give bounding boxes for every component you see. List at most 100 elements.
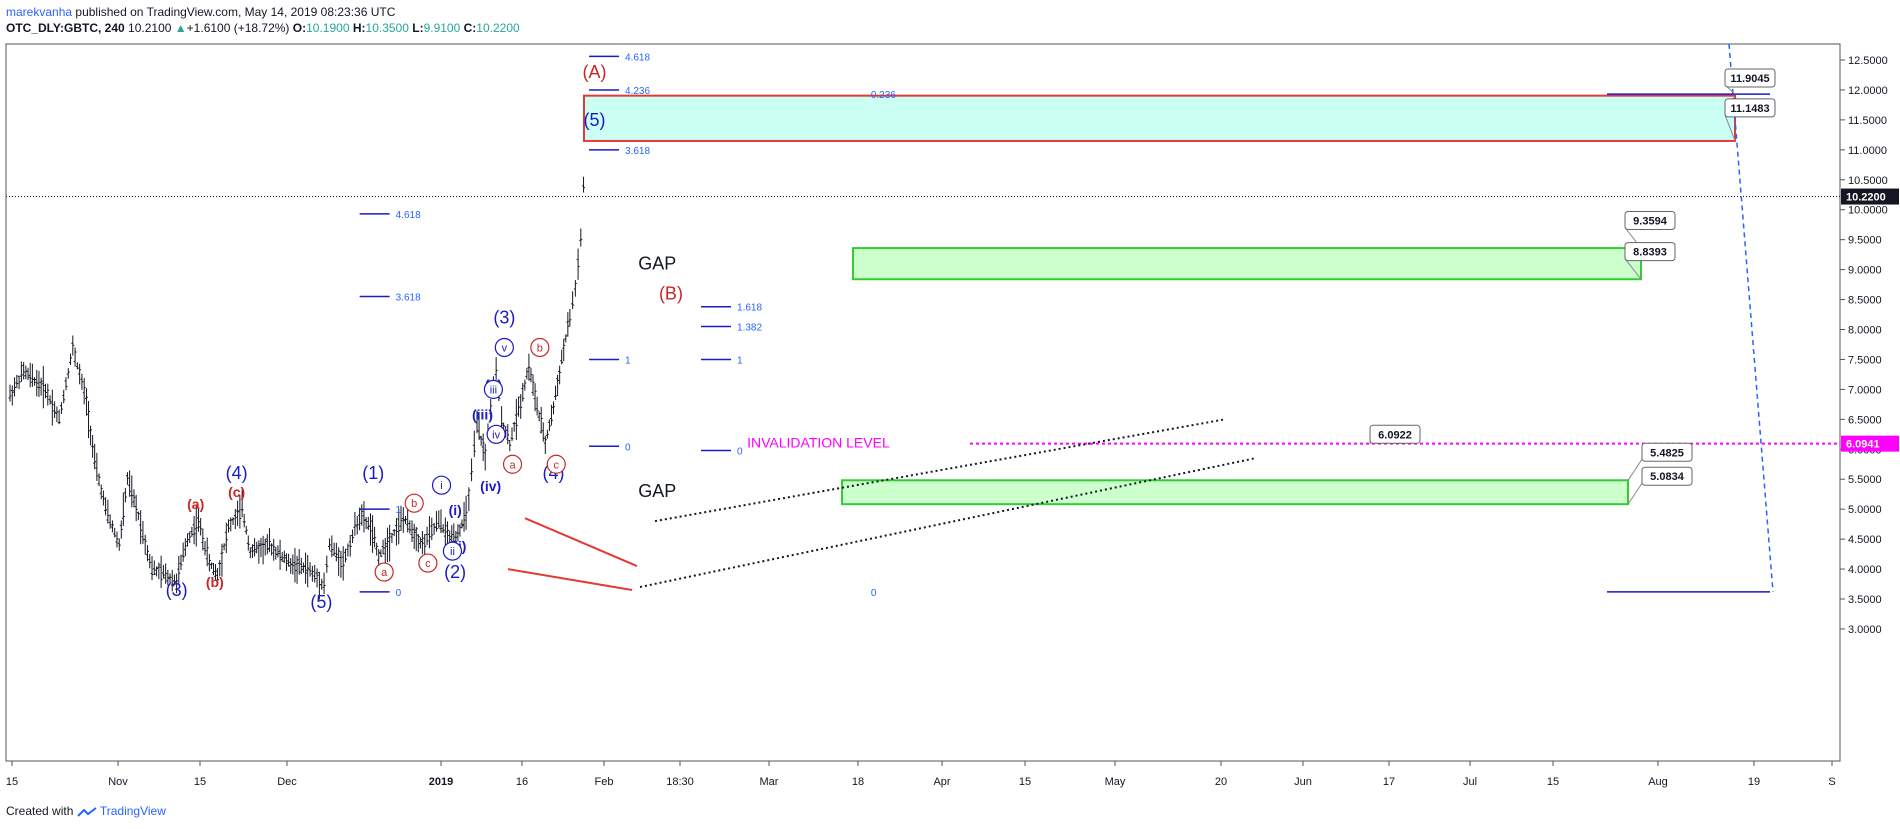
callout-pointer (1627, 482, 1643, 505)
time-tick-label: Aug (1648, 776, 1668, 788)
symbol-label[interactable]: OTC_DLY:GBTC, 240 (6, 21, 125, 35)
fib-level-label: 0 (396, 588, 402, 599)
invalidation-price-tag: 6.0941 (1846, 439, 1880, 451)
price-tick-label: 5.0000 (1848, 504, 1882, 516)
wave-circle (486, 424, 506, 444)
time-tick-label: May (1105, 776, 1126, 788)
wave-label: (1) (362, 463, 384, 483)
time-tick-label: Apr (933, 776, 950, 788)
callout-box (1624, 242, 1676, 262)
price-tick-label: 10.0000 (1848, 205, 1888, 217)
plot-frame (5, 43, 1841, 762)
wave-label: (iv) (480, 478, 501, 494)
price-tick-label: 9.5000 (1848, 235, 1882, 247)
gap-label: GAP (638, 481, 676, 501)
fib-level-label: 0 (871, 588, 877, 599)
low-value: 9.9100 (423, 21, 461, 35)
wave-label: (A) (582, 62, 606, 82)
wave-circle (418, 553, 438, 573)
time-tick-label: 18:30 (666, 776, 694, 788)
callout-pointer (1624, 258, 1642, 280)
wave-label: (3) (493, 308, 515, 328)
author-link[interactable]: marekvanha (6, 5, 73, 19)
projection-line (1728, 43, 1774, 592)
price-tick-label: 10.5000 (1848, 175, 1888, 187)
wave-circle (374, 562, 394, 582)
wave-label: (4) (226, 463, 248, 483)
wave-circle (404, 493, 424, 513)
callout-box (1641, 466, 1693, 486)
gap-label: GAP (638, 254, 676, 274)
fib-level-label: 0.236 (871, 90, 896, 101)
callout-box (1369, 424, 1421, 444)
callout-value: 8.8393 (1633, 247, 1667, 259)
price-tick-label: 4.5000 (1848, 534, 1882, 546)
callout-value: 9.3594 (1633, 216, 1668, 228)
wave-label: (2) (444, 562, 466, 582)
wave-label: v (502, 342, 508, 354)
wave-label: c (553, 459, 559, 471)
callout-value: 5.4825 (1650, 447, 1684, 459)
change-up-icon: ▲ (174, 21, 187, 35)
fib-level-label: 0 (737, 446, 743, 457)
price-tick-label: 11.0000 (1848, 145, 1887, 157)
wave-circle (442, 541, 463, 561)
fib-level-label: 1 (625, 355, 631, 366)
price-tick-label: 6.5000 (1848, 414, 1882, 426)
low-label: L: (412, 21, 424, 35)
wave-label: (a) (187, 496, 204, 512)
wave-label: (i) (449, 502, 462, 518)
gap-zone (852, 247, 1642, 281)
fib-level-label: 1 (396, 505, 402, 516)
callout-box (1641, 442, 1693, 462)
created-with-label: Created with (6, 804, 74, 818)
target-zone (583, 94, 1736, 142)
time-tick-label: Jul (1463, 776, 1477, 788)
time-tick-label: Jun (1294, 776, 1312, 788)
price-tick-label: 7.0000 (1848, 384, 1882, 396)
price-tick-label: 12.5000 (1848, 55, 1888, 67)
time-tick-label: Nov (108, 776, 128, 788)
price-tick-label: 8.0000 (1848, 325, 1882, 337)
wave-label: iii (490, 384, 497, 396)
wave-label: (5) (583, 110, 605, 130)
footer: Created with TradingView (6, 804, 166, 818)
wave-label: (c) (228, 484, 245, 500)
price-tick-label: 7.5000 (1848, 354, 1882, 366)
price-tick-label: 3.5000 (1848, 594, 1882, 606)
wave-label: b (537, 342, 543, 354)
close-label: C: (463, 21, 477, 35)
invalidation-label: INVALIDATION LEVEL (747, 434, 890, 450)
time-tick-label: S (1828, 776, 1835, 788)
wedge-upper-line (524, 517, 638, 567)
last-price-tag: 10.2200 (1846, 192, 1886, 204)
time-tick-label: 17 (1383, 776, 1395, 788)
wave-circle (530, 337, 550, 358)
gap-zone (841, 479, 1629, 506)
time-tick-label: 15 (194, 776, 206, 788)
wave-label: c (425, 558, 431, 570)
wedge-lower-line (507, 568, 633, 592)
time-tick-label: 16 (516, 776, 528, 788)
fib-level-label: 1 (737, 355, 743, 366)
change-value: +1.6100 (+18.72%) (186, 21, 290, 35)
price-tick-label: 9.0000 (1848, 265, 1882, 277)
price-tick-label: 8.5000 (1848, 295, 1882, 307)
tradingview-link[interactable]: TradingView (99, 804, 166, 818)
fib-level-label: 4.236 (625, 86, 650, 97)
time-tick-label: 18 (852, 776, 864, 788)
fib-level-label: 3.618 (625, 146, 650, 157)
wave-circle (546, 454, 566, 474)
upper-trendline (654, 418, 1226, 523)
fib-level-label: 1.382 (737, 323, 762, 334)
time-tick-label: 20 (1215, 776, 1227, 788)
last-price-tag-bg (1841, 188, 1899, 205)
fib-level-label: 1.618 (737, 303, 762, 314)
time-tick-label: 15 (6, 776, 18, 788)
price-tick-label: 3.0000 (1848, 624, 1882, 636)
callout-pointer (1627, 458, 1643, 481)
wave-circle (494, 337, 514, 358)
invalidation-price-tag-bg (1841, 435, 1899, 452)
publish-line: marekvanha published on TradingView.com,… (6, 4, 520, 20)
